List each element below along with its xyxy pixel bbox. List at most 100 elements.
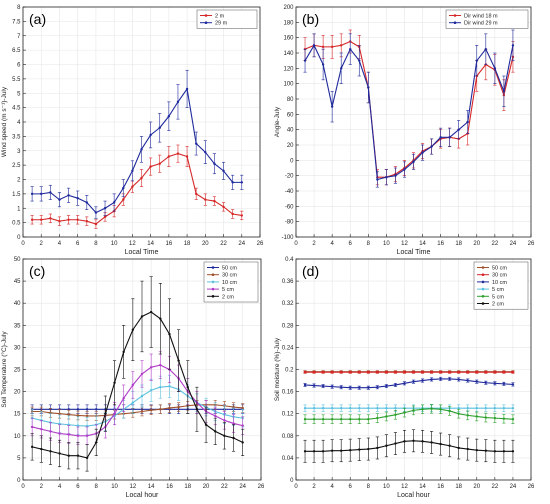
x-tick-label: 2 [40,241,44,247]
data-point [58,219,61,223]
data-point [312,450,316,453]
x-tick-label: 26 [528,241,535,247]
panel-label: (a) [29,11,46,27]
data-point [358,386,361,389]
data-point [349,418,352,421]
y-tick-label: 80 [287,97,294,103]
data-point [475,448,478,452]
series-1 [30,144,244,229]
y-tick-label: -40 [285,189,294,195]
y-axis-label: Angle-July [274,106,281,137]
data-point [511,450,515,453]
x-tick-label: 8 [367,241,371,247]
legend-label: 5 cm [492,294,504,300]
legend-label: 2 cm [492,302,504,308]
data-point [214,414,217,418]
data-point [85,456,89,460]
data-point [448,444,451,447]
data-point [330,385,334,388]
data-point [412,160,415,164]
y-tick-label: 0 [290,478,294,484]
data-point [457,371,460,374]
data-point [502,417,506,420]
series-line [32,364,243,437]
x-tick-label: 4 [330,241,334,247]
data-point [30,218,34,221]
data-point [76,454,80,457]
y-tick-label: 6.5 [12,48,21,54]
data-point [493,406,497,410]
data-point [394,406,397,410]
legend-label: 50 cm [492,266,507,272]
y-tick-label: 4.5 [12,106,21,112]
data-point [349,371,352,374]
data-point [232,422,235,425]
data-point [430,145,433,148]
data-point [76,434,80,437]
data-point [430,441,433,444]
data-point [475,380,478,383]
chart-panel-3: 0 2 4 6 8 10 12 14 16 18 20 22 24 2605101520253035404… [0,257,265,499]
data-point [385,384,388,388]
x-tick-label: 20 [473,484,480,490]
data-point [367,86,370,89]
series-line [305,378,513,389]
y-tick-label: 35 [14,323,21,329]
data-point [213,162,216,165]
y-tick-label: 0.4 [285,257,294,263]
data-point [159,385,162,389]
data-point [195,408,199,411]
data-point [448,377,451,381]
legend-label: Dir wind 29 m [464,21,498,27]
data-point [232,436,235,440]
x-tick-label: 24 [238,241,245,247]
data-point [439,136,442,139]
y-tick-label: 0.24 [282,345,294,351]
y-tick-label: 3.5 [12,134,21,140]
data-point [241,424,244,427]
series-2 [30,69,244,219]
data-point [493,450,497,453]
x-tick-label: 4 [330,484,334,490]
data-point [511,406,515,410]
x-tick-label: 10 [111,241,118,247]
y-tick-label: 2 [17,178,21,184]
x-tick-label: 0 [21,241,25,247]
data-point [94,222,98,226]
data-point [58,198,61,201]
data-point [475,59,478,62]
x-tick-label: 6 [349,484,353,490]
data-point [412,409,415,412]
x-tick-label: 18 [184,484,191,490]
data-point [149,408,153,412]
data-point [466,447,469,451]
x-tick-label: 4 [58,484,62,490]
data-point [131,185,134,188]
data-point [421,151,424,154]
x-tick-label: 16 [437,484,444,490]
data-point [484,47,488,51]
data-point [168,406,171,410]
data-point [240,181,243,184]
data-point [40,447,43,451]
data-point [403,371,406,374]
y-tick-label: 0.28 [282,323,294,329]
plot-area [296,7,531,237]
x-tick-label: 2 [312,241,316,247]
x-axis-label: Local hour [397,492,430,499]
data-point [339,449,343,452]
data-point [358,448,361,451]
data-point [104,412,107,415]
data-point [140,372,144,376]
data-point [466,120,469,124]
data-point [330,449,334,452]
data-point [493,371,497,374]
data-point [376,416,379,420]
data-point [493,382,497,385]
data-point [330,418,334,421]
data-point [358,406,361,410]
data-point [159,408,162,411]
data-point [140,176,143,180]
legend-marker [453,21,457,25]
data-point [49,430,52,433]
